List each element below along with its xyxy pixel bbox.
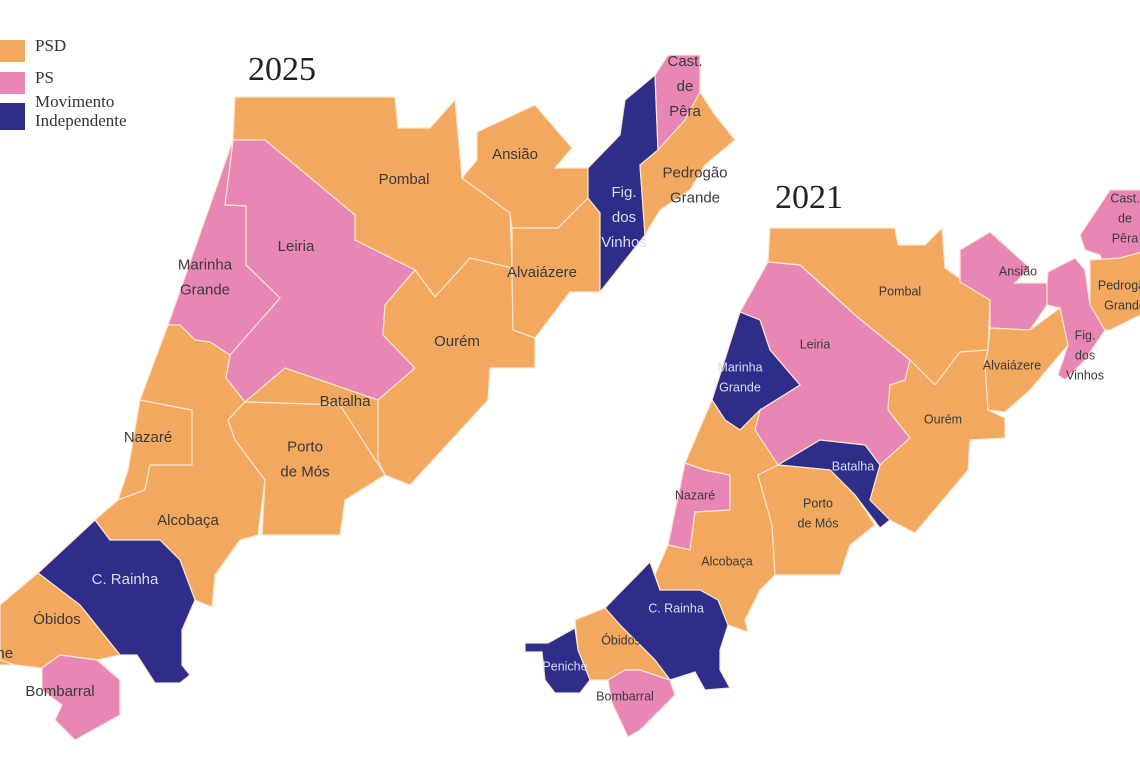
municipality-label: Vinhos bbox=[601, 234, 647, 251]
municipality-label: Vinhos bbox=[1066, 368, 1104, 382]
municipality bbox=[1046, 257, 1106, 381]
municipality-label: Bombarral bbox=[596, 689, 654, 703]
municipality bbox=[0, 604, 16, 666]
municipality bbox=[37, 519, 196, 684]
municipality-label: Pedrogão bbox=[662, 164, 727, 181]
municipality bbox=[377, 257, 536, 486]
legend-label: PSD bbox=[35, 36, 66, 55]
municipality-label: de bbox=[1118, 211, 1132, 225]
municipality-label: Pedrogão bbox=[1098, 278, 1140, 292]
municipality-label: Grande bbox=[180, 281, 230, 298]
municipality-label: Alcobaça bbox=[157, 512, 219, 529]
municipality-label: Fig. bbox=[611, 184, 636, 201]
municipality-label: dos bbox=[1075, 348, 1095, 362]
municipality-label: C. Rainha bbox=[92, 571, 159, 588]
municipality-label: Ansião bbox=[492, 146, 538, 163]
municipality bbox=[524, 627, 591, 694]
municipality-label: Alvaiázere bbox=[983, 358, 1041, 372]
municipality bbox=[639, 90, 736, 237]
municipality-label: Peniche bbox=[542, 659, 587, 673]
municipality-label: Óbidos bbox=[33, 611, 81, 628]
municipality-label: C. Rainha bbox=[648, 601, 704, 615]
municipality-label: Leiria bbox=[278, 238, 315, 255]
legend-swatch bbox=[0, 40, 25, 62]
municipality bbox=[1089, 252, 1140, 331]
municipality-label: Leiria bbox=[800, 337, 831, 351]
municipality-label: Batalha bbox=[320, 393, 372, 410]
municipality-label: Alvaiázere bbox=[507, 264, 577, 281]
municipality bbox=[227, 401, 386, 536]
municipality-label: Pombal bbox=[379, 171, 430, 188]
municipality bbox=[41, 654, 121, 741]
municipality-label: Pombal bbox=[879, 284, 921, 298]
municipality-label: Cast. bbox=[667, 53, 702, 70]
municipality-label: Pêra bbox=[1112, 231, 1138, 245]
municipality-label: Grande bbox=[719, 380, 761, 394]
municipality-label: Ourém bbox=[924, 412, 962, 426]
municipality-label: Batalha bbox=[832, 459, 874, 473]
municipality-label: Porto bbox=[287, 438, 323, 455]
municipality-label: Alcobaça bbox=[701, 554, 752, 568]
map-year: 2025 bbox=[248, 51, 316, 88]
municipality-label: Ansião bbox=[999, 264, 1037, 278]
municipality-label: Cast. bbox=[1110, 191, 1139, 205]
municipality-label: Marinha bbox=[178, 256, 233, 273]
municipality-label: Ourém bbox=[434, 333, 480, 350]
municipality bbox=[511, 197, 601, 339]
municipality-label: Pêra bbox=[669, 103, 701, 120]
legend-swatch bbox=[0, 72, 25, 94]
municipality-label: Bombarral bbox=[25, 683, 94, 700]
municipality-label: Óbidos bbox=[601, 632, 641, 647]
legend-label: PS bbox=[35, 68, 54, 87]
municipality-label: Peniche bbox=[0, 645, 13, 662]
maps: Pombal Leiria Marinha Grande Nazaré Alcobaça B… bbox=[0, 53, 1140, 741]
municipality bbox=[757, 464, 876, 576]
municipality-label: Grande bbox=[1104, 298, 1140, 312]
municipality-label: Fig. bbox=[1075, 328, 1096, 342]
municipality-label: de Mós bbox=[280, 463, 329, 480]
municipality-label: Porto bbox=[803, 496, 833, 510]
map-year: 2021 bbox=[775, 179, 843, 216]
municipality-label: Nazaré bbox=[675, 488, 715, 502]
municipality bbox=[607, 669, 676, 738]
legend-label: Independente bbox=[35, 111, 127, 130]
municipality bbox=[94, 324, 266, 608]
municipality bbox=[984, 306, 1069, 413]
municipality-label: de Mós bbox=[798, 516, 839, 530]
municipality-label: Grande bbox=[670, 189, 720, 206]
municipality-label: Marinha bbox=[717, 360, 762, 374]
municipality-map: Pombal Leiria Marinha Grande Nazaré Alcobaça B… bbox=[0, 53, 736, 741]
municipality-map: Pombal Leiria Marinha Grande Nazaré Alcobaça B… bbox=[524, 189, 1140, 738]
legend-swatch bbox=[0, 103, 25, 130]
municipality-label: dos bbox=[612, 209, 636, 226]
legend-label: Movimento bbox=[35, 92, 114, 111]
municipality-label: Nazaré bbox=[124, 429, 172, 446]
municipality-label: de bbox=[677, 78, 694, 95]
